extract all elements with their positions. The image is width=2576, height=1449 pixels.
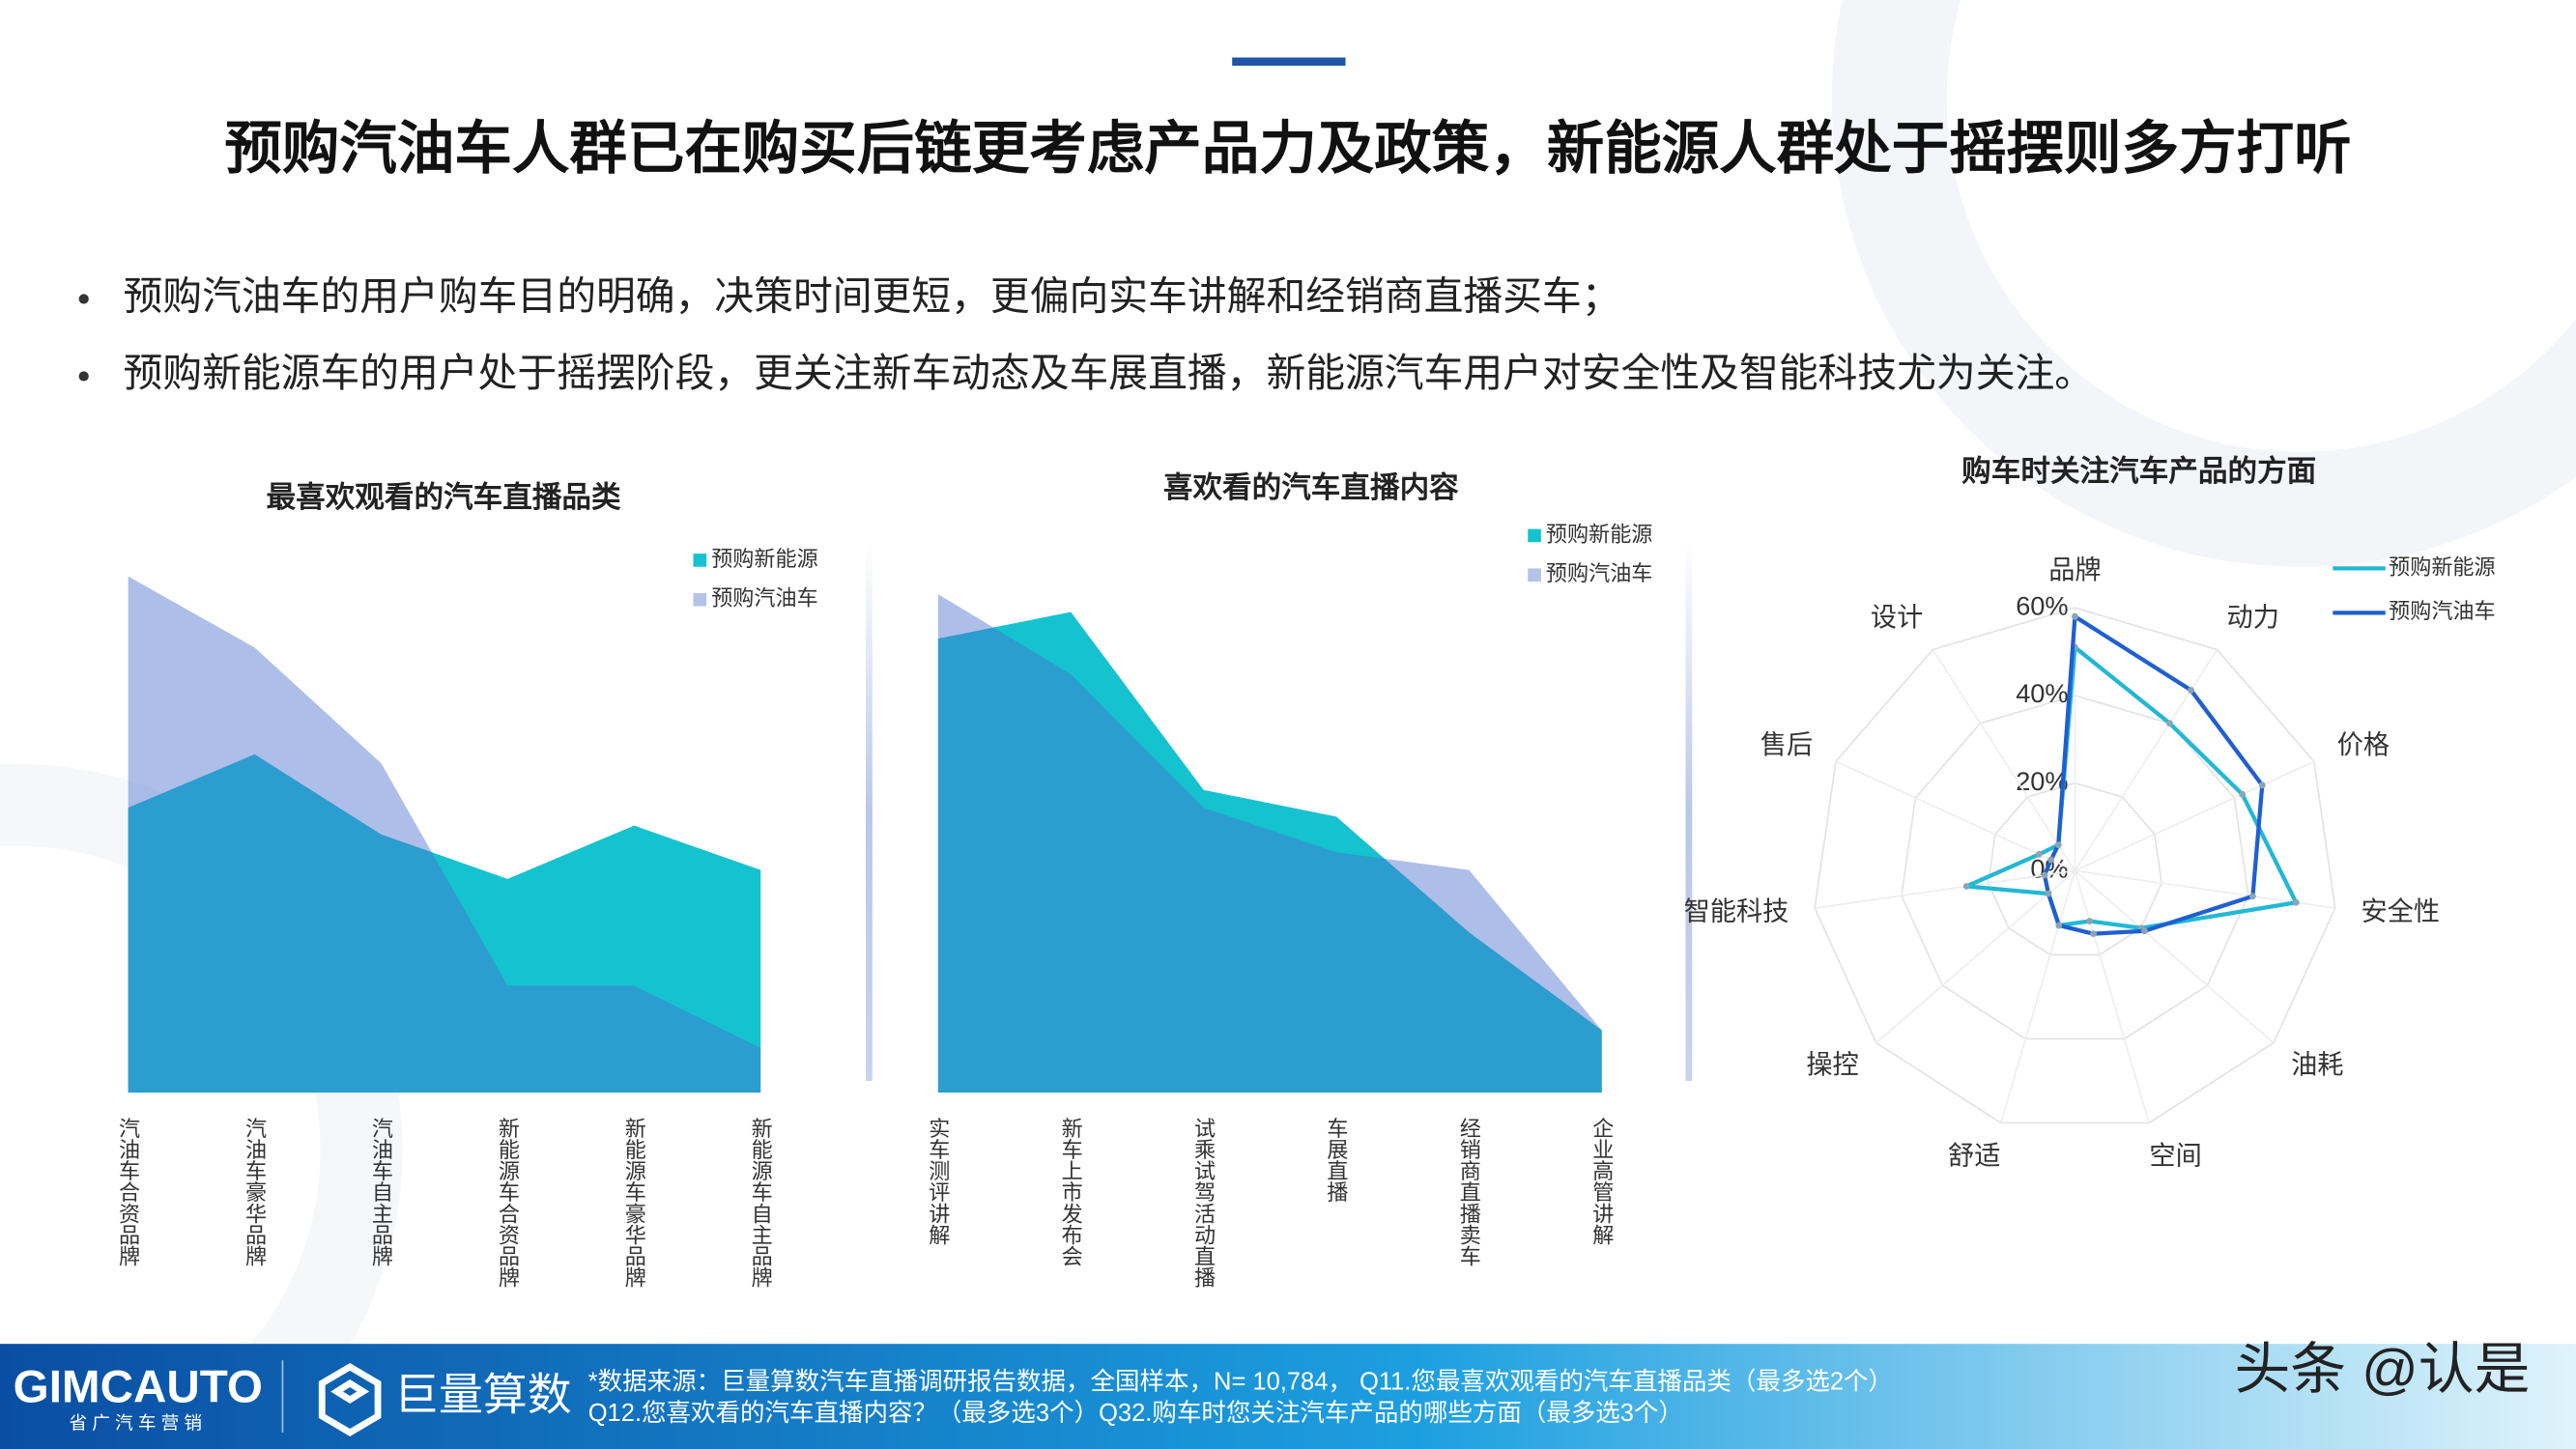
bg-circle xyxy=(0,763,403,1449)
radar-point xyxy=(2090,930,2097,938)
x-tick-label: 新能源车豪华品牌 xyxy=(622,1117,646,1288)
legend-swatch xyxy=(1528,528,1541,543)
grid-ring xyxy=(1814,607,2336,1124)
radar-point xyxy=(2047,856,2055,864)
brand-sub: 省广汽车营销 xyxy=(69,1412,207,1433)
axis-label: 油耗 xyxy=(2291,1049,2343,1079)
spoke xyxy=(2074,648,2218,871)
spoke xyxy=(1932,648,2076,871)
x-tick-label: 试乘试驾活动直播 xyxy=(1191,1117,1216,1288)
legend-label: 预购新能源 xyxy=(2389,554,2495,579)
area xyxy=(128,576,761,1093)
x-tick-label: 汽油车自主品牌 xyxy=(369,1117,393,1266)
axis-label: 设计 xyxy=(1871,602,1923,632)
axis-label: 舒适 xyxy=(1948,1141,2000,1171)
radar-point xyxy=(1962,883,1970,890)
axis-label: 品牌 xyxy=(2048,554,2101,584)
separator xyxy=(1685,542,1693,1082)
legend-label: 预购新能源 xyxy=(1546,522,1652,546)
r-tick-label: 60% xyxy=(2016,590,2068,620)
grid-ring xyxy=(1987,781,2163,956)
bullet: 预购新能源车的用户处于摇摆阶段，更关注新车动态及车展直播，新能源汽车用户对安全性… xyxy=(124,351,2095,395)
bg-circle xyxy=(1831,0,2576,567)
spoke xyxy=(2074,869,2275,1044)
source-line: Q12.您喜欢看的汽车直播内容？（最多选3个）Q32.购车时您关注汽车产品的哪些… xyxy=(588,1400,1683,1427)
x-tick-label: 经销商直播卖车 xyxy=(1457,1117,1481,1266)
legend-swatch xyxy=(693,592,707,607)
spoke xyxy=(1815,869,2075,909)
axis-label: 售后 xyxy=(1760,729,1813,759)
brand: GIMCAUTO xyxy=(14,1361,263,1412)
radar-point xyxy=(2041,871,2048,879)
chart-title: 购车时关注汽车产品的方面 xyxy=(1961,454,2316,488)
radar-point xyxy=(2054,841,2062,849)
spoke xyxy=(2075,760,2315,872)
spoke xyxy=(1835,760,2075,872)
axis-label: 空间 xyxy=(2149,1141,2201,1171)
spoke xyxy=(1999,870,2076,1123)
bullet-dot xyxy=(78,371,89,382)
x-tick-label: 汽油车合资品牌 xyxy=(116,1117,140,1266)
radar-point xyxy=(2249,893,2256,900)
legend-swatch xyxy=(1528,568,1541,582)
grid-ring xyxy=(1901,695,2249,1040)
top-bar xyxy=(1232,57,1346,67)
footer-band xyxy=(0,1344,2576,1449)
radar-point xyxy=(2239,790,2247,798)
bullet-dot xyxy=(78,294,89,304)
radar-point xyxy=(2045,890,2052,897)
radar-line xyxy=(1965,642,2300,930)
area xyxy=(937,611,1602,1093)
radar-point xyxy=(2258,781,2266,789)
radar-point xyxy=(2140,927,2148,935)
slide-title: 预购汽油车人群已在购买后链更考虑产品力及政策，新能源人群处于摇摆则多方打听 xyxy=(224,116,2351,181)
legend-label: 预购汽油车 xyxy=(2389,599,2495,623)
area xyxy=(128,753,761,1093)
separator xyxy=(866,542,873,1082)
axis-label: 智能科技 xyxy=(1684,896,1789,926)
watermark: 头条 @认是 xyxy=(2235,1339,2531,1401)
radar-point xyxy=(2055,922,2063,929)
bullet: 预购汽油车的用户购车目的明确，决策时间更短，更偏向实车讲解和经销商直播买车； xyxy=(124,273,1621,318)
radar-point xyxy=(2086,918,2094,924)
axis-label: 动力 xyxy=(2227,602,2279,632)
x-tick-label: 新能源车合资品牌 xyxy=(496,1117,520,1288)
x-tick-label: 新能源车自主品牌 xyxy=(749,1117,773,1288)
x-tick-label: 企业高管讲解 xyxy=(1589,1117,1614,1245)
source-line: *数据来源：巨量算数汽车直播调研报告数据，全国样本，N= 10,784， Q11… xyxy=(588,1369,1893,1396)
axis-label: 价格 xyxy=(2337,729,2390,759)
x-tick-label: 实车测评讲解 xyxy=(926,1117,950,1245)
area xyxy=(937,594,1602,1093)
chart-title: 喜欢看的汽车直播内容 xyxy=(1163,471,1459,504)
legend-label: 预购汽油车 xyxy=(711,586,817,611)
radar-point xyxy=(2072,612,2078,620)
r-tick-label: 40% xyxy=(2016,678,2068,708)
x-tick-label: 汽油车豪华品牌 xyxy=(243,1117,267,1266)
radar-point xyxy=(2292,898,2300,906)
x-tick-label: 新车上市发布会 xyxy=(1059,1117,1083,1266)
spoke xyxy=(2074,870,2150,1123)
radar-point xyxy=(2188,687,2194,694)
radar-point xyxy=(2166,720,2173,727)
legend-swatch xyxy=(693,554,707,567)
axis-label: 安全性 xyxy=(2361,896,2441,926)
x-tick-label: 车展直播 xyxy=(1324,1117,1348,1203)
radar-point xyxy=(2035,851,2043,858)
legend-label: 预购汽油车 xyxy=(1546,561,1652,585)
spoke xyxy=(1875,869,2075,1044)
legend-label: 预购新能源 xyxy=(711,547,817,571)
chart-title: 最喜欢观看的汽车直播品类 xyxy=(267,481,621,514)
axis-label: 操控 xyxy=(1806,1049,1858,1079)
partner: 巨量算数 xyxy=(394,1369,572,1419)
partner-logo xyxy=(318,1363,382,1436)
